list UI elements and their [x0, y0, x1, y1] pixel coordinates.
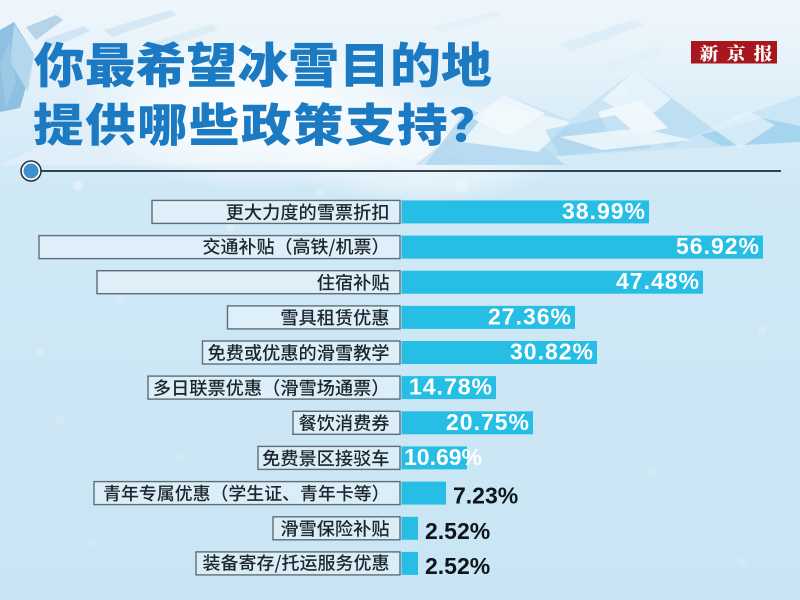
svg-text:38.99%: 38.99% — [562, 198, 646, 224]
svg-text:7.23%: 7.23% — [453, 483, 518, 509]
svg-text:2.52%: 2.52% — [425, 553, 490, 579]
svg-text:14.78%: 14.78% — [409, 374, 493, 400]
svg-text:47.48%: 47.48% — [616, 268, 700, 294]
svg-text:27.36%: 27.36% — [488, 303, 572, 329]
svg-text:56.92%: 56.92% — [676, 233, 760, 259]
svg-text:30.82%: 30.82% — [510, 339, 594, 365]
svg-text:2.52%: 2.52% — [425, 518, 490, 544]
svg-text:10.69%: 10.69% — [404, 444, 482, 470]
svg-text:20.75%: 20.75% — [446, 409, 530, 435]
